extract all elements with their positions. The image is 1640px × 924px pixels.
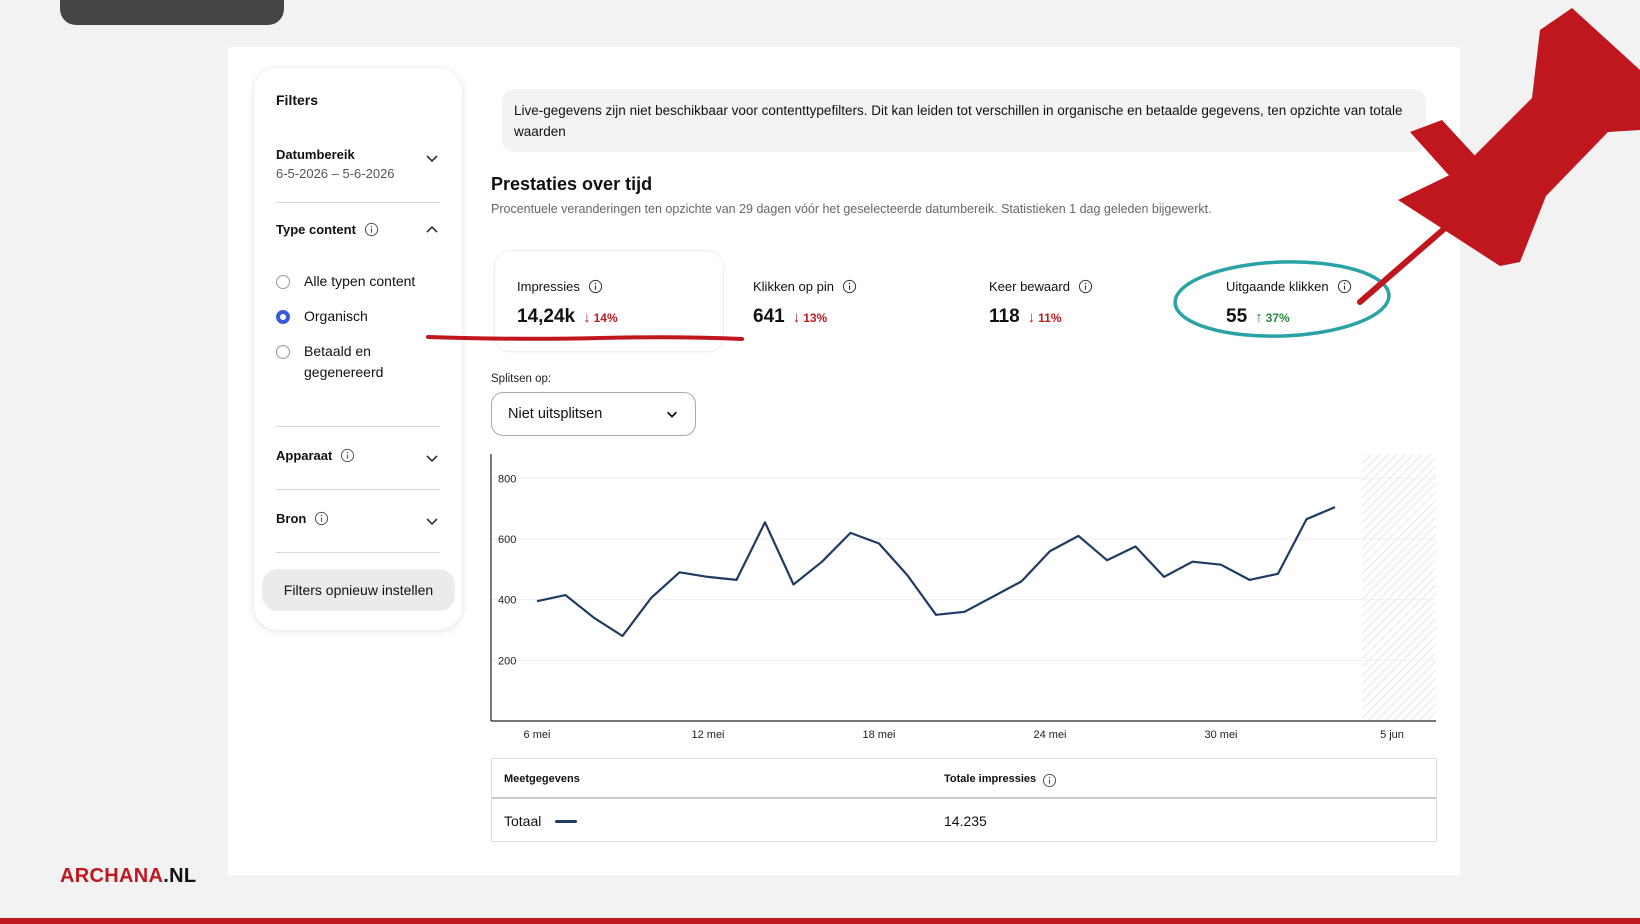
performance-title: Prestaties over tijd xyxy=(491,174,653,194)
chevron-down-icon[interactable] xyxy=(424,150,440,166)
split-selected-value: Niet uitsplitsen xyxy=(508,406,603,422)
metric-change: ↓ 14% xyxy=(583,309,618,326)
device-label: Apparaat xyxy=(276,448,333,463)
x-tick-label: 30 mei xyxy=(1204,729,1237,741)
metric-change: ↓ 13% xyxy=(793,309,828,326)
radio-label: Organisch xyxy=(304,308,368,324)
info-icon[interactable] xyxy=(842,279,857,294)
date-range-value: 6-5-2026 – 5-6-2026 xyxy=(276,166,395,181)
y-tick-label: 800 xyxy=(498,473,516,485)
chevron-down-icon xyxy=(665,407,679,421)
table-cell: Totaal xyxy=(504,813,578,829)
info-icon[interactable] xyxy=(588,279,603,294)
metric-value: 118 xyxy=(989,306,1020,327)
metric-label: Uitgaande klikken xyxy=(1226,279,1329,294)
radio-label: Alle typen content xyxy=(304,273,416,289)
filters-title: Filters xyxy=(276,92,319,108)
row-label: Totaal xyxy=(504,813,542,829)
radio-organic[interactable]: Organisch xyxy=(276,308,368,327)
radio-button[interactable] xyxy=(276,345,290,359)
info-icon[interactable] xyxy=(314,511,329,526)
arrow-down-icon: ↓ xyxy=(583,309,591,326)
chevron-down-icon[interactable] xyxy=(424,513,440,529)
metric-value: 641 xyxy=(753,306,785,327)
future-range-hatch xyxy=(1362,454,1436,720)
arrow-down-icon: ↓ xyxy=(792,309,801,326)
metric-change: ↓ 11% xyxy=(1028,309,1062,326)
brand-part2: .NL xyxy=(163,865,197,887)
chevron-up-icon[interactable] xyxy=(424,222,440,238)
x-tick-label: 12 mei xyxy=(691,729,724,741)
radio-button-checked[interactable] xyxy=(276,310,290,324)
column-header: Meetgegevens xyxy=(504,773,580,785)
info-icon[interactable] xyxy=(340,448,355,463)
filters-sidebar: Filters Datumbereik 6-5-2026 – 5-6-2026 … xyxy=(254,68,462,630)
x-tick-label: 6 mei xyxy=(524,729,551,741)
split-label: Splitsen op: xyxy=(491,373,552,385)
table-header: Meetgegevens Totale impressies xyxy=(492,759,1436,799)
metric-label: Impressies xyxy=(517,279,580,294)
column-header-label: Totale impressies xyxy=(944,773,1037,785)
column-header: Totale impressies xyxy=(944,773,1057,788)
bottom-accent-bar xyxy=(0,918,1640,924)
y-tick-label: 400 xyxy=(498,595,516,607)
info-icon[interactable] xyxy=(364,222,379,237)
info-icon[interactable] xyxy=(1042,773,1057,788)
divider xyxy=(276,202,440,203)
brand-part1: ARCHANA xyxy=(60,865,164,887)
device-header[interactable]: Apparaat xyxy=(276,448,355,463)
change-percent: 37% xyxy=(1265,310,1290,325)
metric-card-outbound-clicks[interactable]: Uitgaande klikken 55 ↑ 37% xyxy=(1204,251,1432,351)
metrics-table: Meetgegevens Totale impressies Totaal 14… xyxy=(491,758,1437,842)
x-tick-label: 5 jun xyxy=(1380,729,1404,741)
metric-card-saves[interactable]: Keer bewaard 118 ↓ 11% xyxy=(967,251,1195,351)
radio-button[interactable] xyxy=(276,275,290,289)
brand-logo: ARCHANA.NL xyxy=(60,865,196,888)
impressions-line-chart: 200 400 600 800 6 mei 12 mei 18 mei 24 mei 30 m… xyxy=(490,454,1436,741)
table-row: Totaal 14.235 xyxy=(492,801,1436,841)
metric-label: Keer bewaard xyxy=(989,279,1070,294)
x-tick-label: 18 mei xyxy=(862,729,895,741)
top-tab-decoration xyxy=(60,0,284,25)
date-range-label[interactable]: Datumbereik xyxy=(276,147,355,162)
change-percent: 14% xyxy=(593,310,618,325)
change-percent: 13% xyxy=(803,310,828,325)
metric-value: 55 xyxy=(1226,306,1248,327)
metric-label: Klikken op pin xyxy=(753,279,834,294)
split-dropdown[interactable]: Niet uitsplitsen xyxy=(491,392,696,436)
table-cell: 14.235 xyxy=(944,813,987,829)
radio-label: Betaald en gegenereerd xyxy=(304,343,384,380)
source-header[interactable]: Bron xyxy=(276,511,329,526)
radio-paid-generated[interactable]: Betaald en gegenereerd xyxy=(276,343,416,383)
info-icon[interactable] xyxy=(1337,279,1352,294)
reset-filters-button[interactable]: Filters opnieuw instellen xyxy=(262,569,455,611)
source-label: Bron xyxy=(276,511,307,526)
chevron-down-icon[interactable] xyxy=(424,450,440,466)
arrow-up-icon: ↑ xyxy=(1255,309,1263,326)
live-data-notice: Live-gegevens zijn niet beschikbaar voor… xyxy=(502,89,1426,152)
y-tick-label: 200 xyxy=(498,655,516,667)
divider xyxy=(276,426,440,427)
metric-change: ↑ 37% xyxy=(1255,309,1290,326)
y-tick-label: 600 xyxy=(498,534,516,546)
content-type-label: Type content xyxy=(276,222,356,237)
radio-all-content[interactable]: Alle typen content xyxy=(276,273,416,292)
x-tick-label: 24 mei xyxy=(1033,729,1066,741)
content-type-header[interactable]: Type content xyxy=(276,222,379,237)
arrow-down-icon: ↓ xyxy=(1027,309,1036,326)
divider xyxy=(276,489,440,490)
series-line-totaal xyxy=(536,506,1336,638)
change-percent: 11% xyxy=(1038,310,1062,325)
info-icon[interactable] xyxy=(1078,279,1093,294)
divider xyxy=(276,552,440,553)
metric-card-pin-clicks[interactable]: Klikken op pin 641 ↓ 13% xyxy=(731,251,959,351)
legend-swatch xyxy=(555,819,578,823)
metric-value: 14,24k xyxy=(517,306,576,327)
metric-card-impressions[interactable]: Impressies 14,24k ↓ 14% xyxy=(495,251,723,351)
performance-subtitle: Procentuele veranderingen ten opzichte v… xyxy=(491,202,1212,216)
